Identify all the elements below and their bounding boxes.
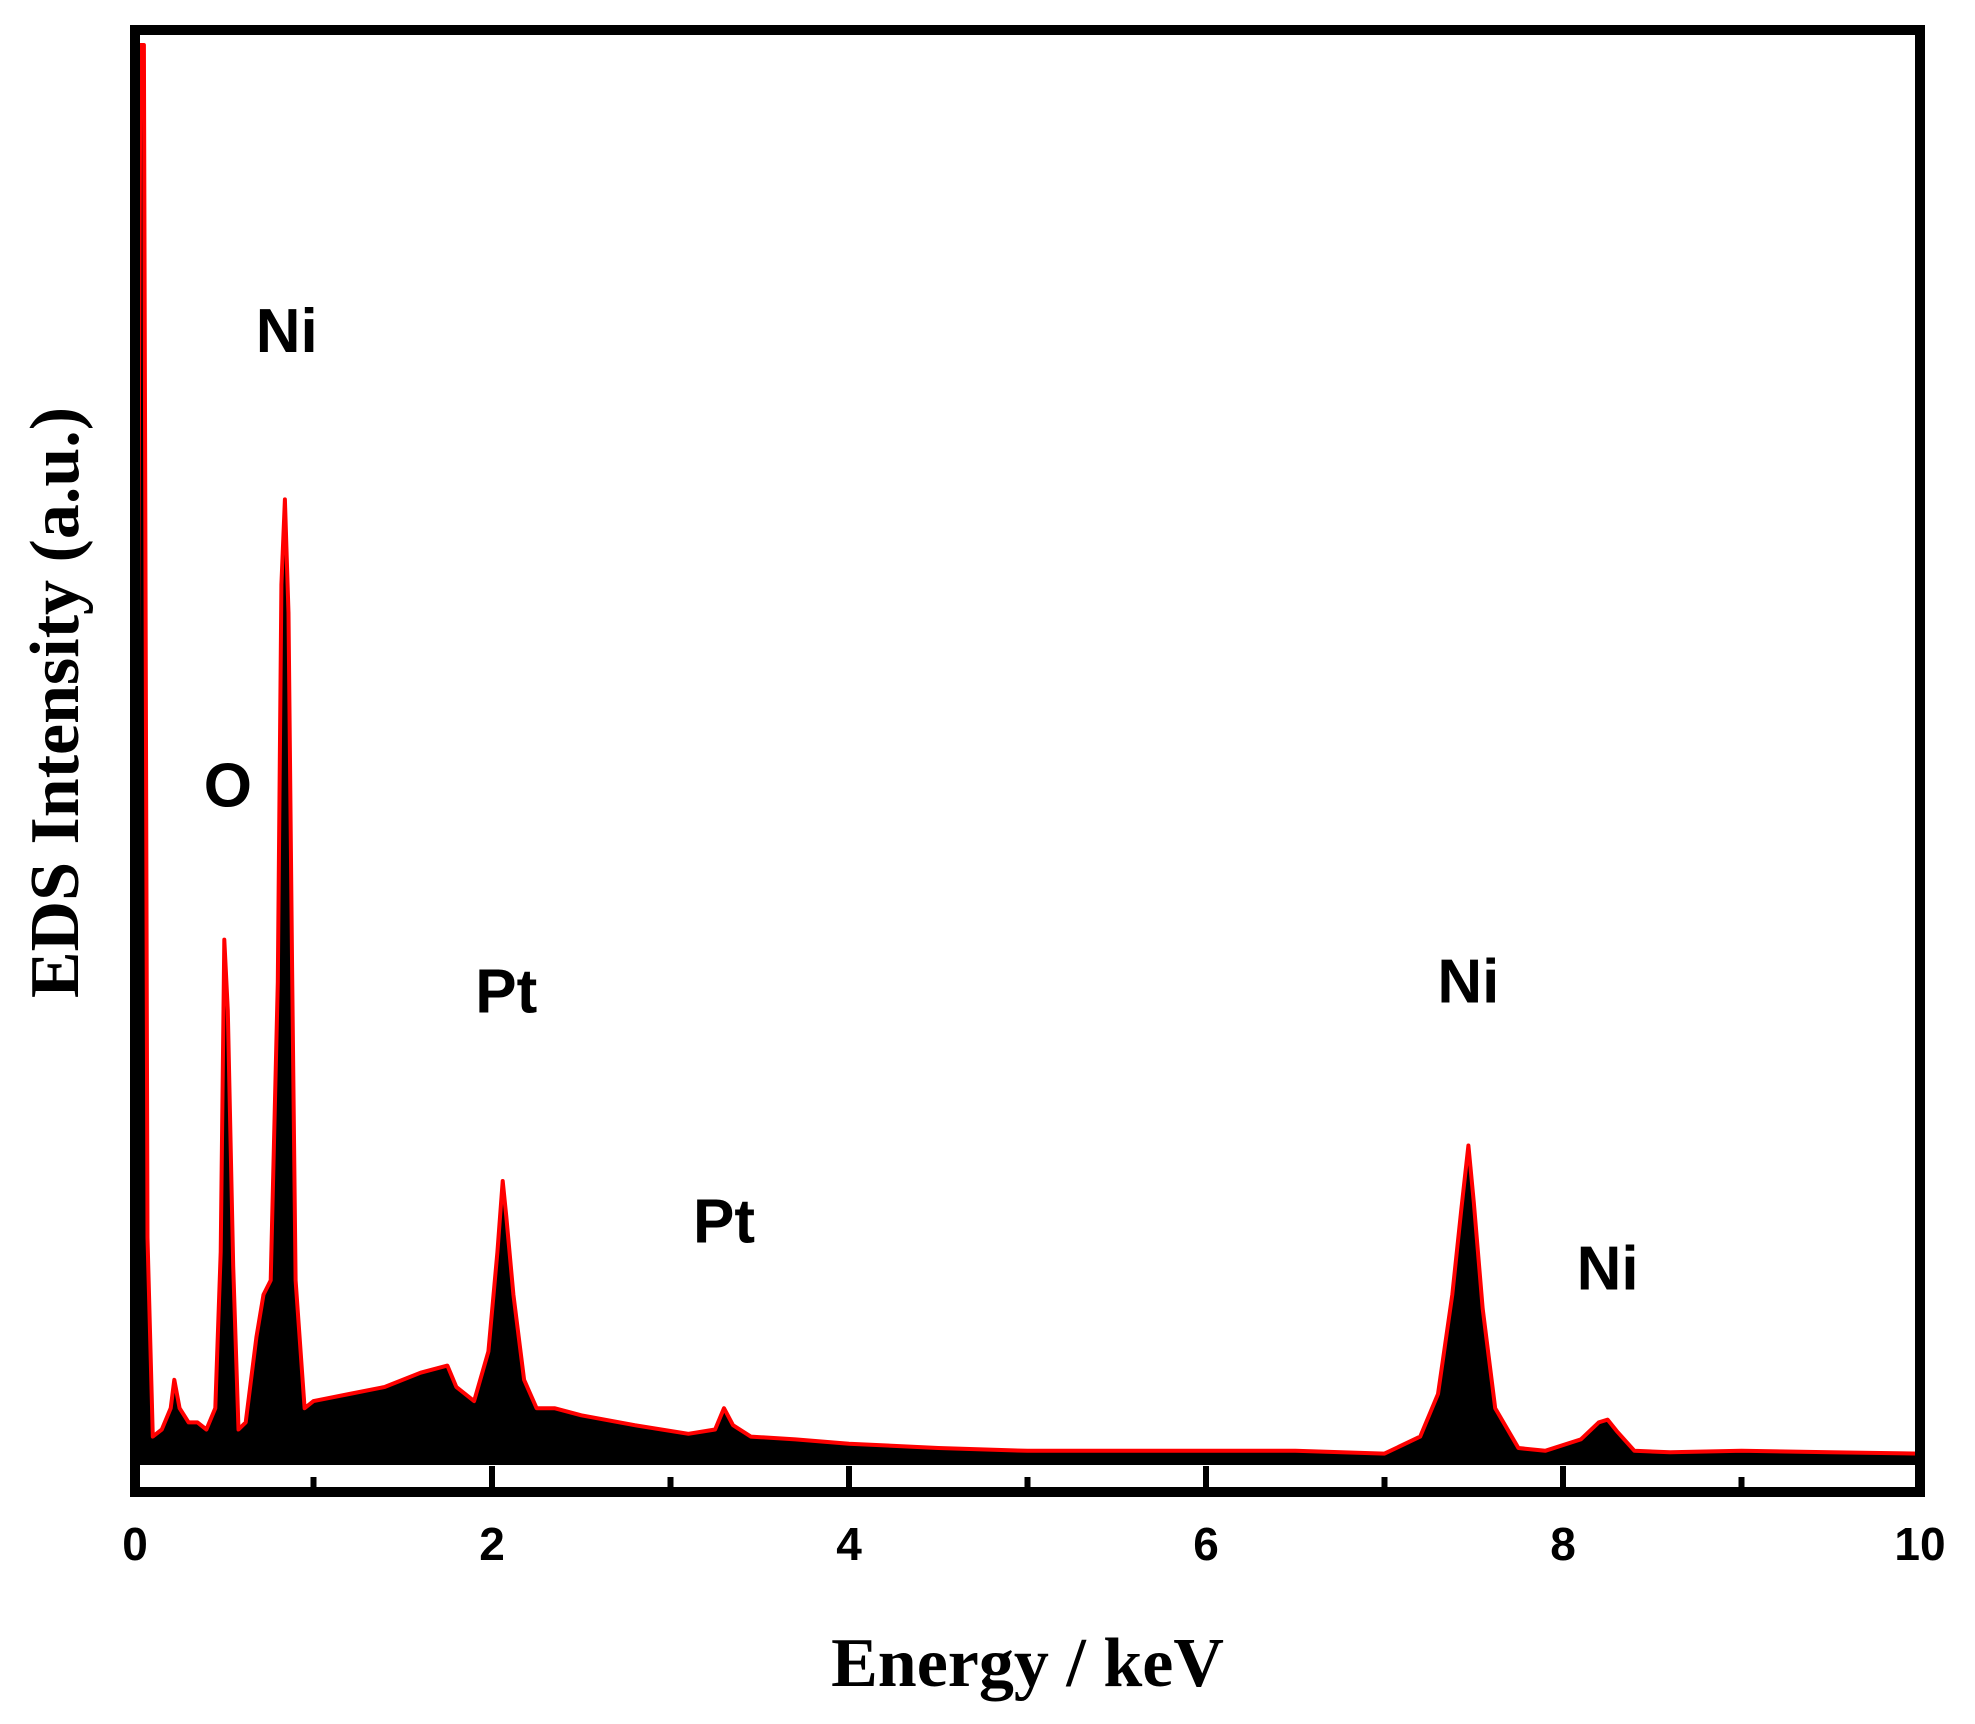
peak-label: Ni	[256, 297, 318, 366]
spectrum-fill	[135, 45, 1920, 1465]
x-axis-title: Energy / keV	[831, 1625, 1224, 1702]
x-axis-tick-labels: 0 2 4 6 8 10	[122, 1518, 1945, 1570]
plot-frame	[130, 25, 1925, 1497]
x-tick-label: 2	[479, 1518, 505, 1570]
spectrum-layer	[133, 43, 1921, 1465]
y-axis-title: EDS Intensity (a.u.)	[17, 407, 94, 998]
peak-label: Ni	[1437, 947, 1499, 1016]
peak-label: Pt	[693, 1187, 755, 1256]
peak-label: Ni	[1577, 1234, 1639, 1303]
peak-label: Pt	[475, 957, 537, 1026]
x-tick-label: 4	[836, 1518, 862, 1570]
peak-label: O	[204, 752, 252, 821]
peak-annotations: O Ni Pt Pt Ni Ni	[204, 297, 1639, 1303]
x-tick-label: 8	[1550, 1518, 1576, 1570]
spectrum-line	[133, 43, 1921, 1456]
x-tick-label: 10	[1894, 1518, 1945, 1570]
x-tick-label: 6	[1193, 1518, 1219, 1570]
x-tick-label: 0	[122, 1518, 148, 1570]
